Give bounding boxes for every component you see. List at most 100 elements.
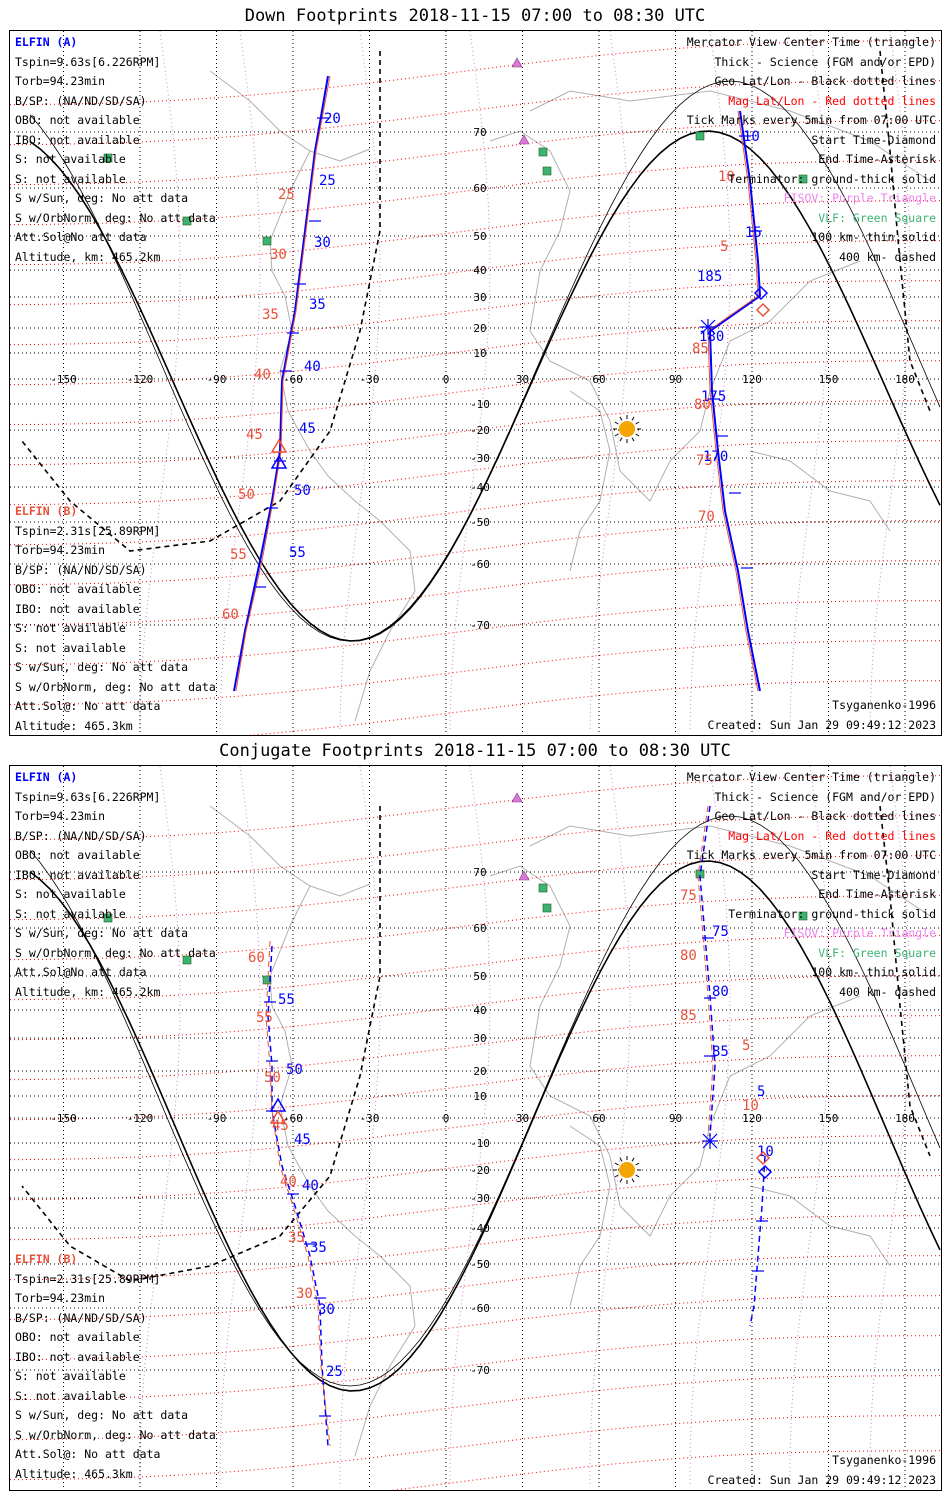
- lon-tick-label: 90: [669, 1112, 682, 1125]
- elfin-b-line: B/SP: (NA/ND/SD/SA): [15, 1310, 147, 1325]
- track-tick-label: 85: [680, 1008, 697, 1024]
- track-tick-label: 20: [324, 111, 341, 127]
- elfin-b-info: ELFIN (B) Tspin=2.31s[25.89RPM] Torb=94.…: [15, 502, 216, 735]
- lat-tick-label: 20: [473, 322, 486, 335]
- lon-tick-label: -150: [50, 1112, 77, 1125]
- lat-tick-label: 30: [473, 291, 486, 304]
- track-tick-label: 185: [697, 269, 722, 285]
- lat-tick-label: 60: [473, 182, 486, 195]
- elfin-a-line: S: not available: [15, 152, 126, 166]
- altitude-400km-curve: [21, 51, 381, 552]
- fisov-triangle-icon: [511, 792, 523, 803]
- mag-grid-line: [10, 360, 941, 426]
- coastline: [269, 885, 416, 1457]
- start-diamond-icon: [755, 302, 771, 318]
- track-tick-label: 60: [222, 607, 239, 623]
- elfin-a-line: S w/Sun, deg: No att data: [15, 926, 189, 940]
- lat-tick-label: 60: [473, 922, 486, 935]
- coastline-layer: [209, 70, 931, 722]
- elfin-a-line: Altitude, km: 465.2km: [15, 249, 161, 264]
- track-tick-label: 40: [304, 359, 321, 375]
- elfin-b-name: ELFIN (B): [15, 504, 78, 518]
- legend-item: Mag Lat/Lon - Red dotted lines: [728, 828, 936, 843]
- mag-grid-line: [10, 440, 941, 506]
- mag-meridian: [219, 766, 261, 1487]
- track-tick-label: 70: [698, 509, 715, 525]
- legend-item: Thick - Science (FGM and/or EPD): [714, 54, 936, 69]
- legend-item: Thick - Science (FGM and/or EPD): [714, 789, 936, 804]
- mag-meridian: [689, 766, 731, 1487]
- lon-tick-label: 30: [516, 1112, 529, 1125]
- track-tick-label: 180: [699, 329, 724, 345]
- legend-item: End Time-Asterisk: [818, 152, 936, 166]
- elfin-a-line: IBO: not available: [15, 132, 140, 147]
- track-tick-label: 10: [757, 1144, 774, 1160]
- vlf-square-icon: [542, 903, 552, 913]
- sun-ray: [614, 421, 619, 425]
- coastline: [209, 70, 371, 162]
- sun-ray: [614, 1174, 619, 1178]
- track-tick-label: 45: [272, 1118, 289, 1134]
- elfin-a-line: S: not available: [15, 906, 126, 921]
- track-tick-label: 55: [230, 547, 247, 563]
- coastline: [749, 450, 891, 532]
- legend-item: FISOV: Purple Triangle: [783, 191, 936, 205]
- mag-meridian: [449, 766, 491, 1487]
- legend-item: Geo Lat/Lon - Black dotted lines: [714, 74, 936, 88]
- vlf-square-icon: [695, 131, 705, 141]
- track-tick-label: 45: [294, 1132, 311, 1148]
- track-tick-label: 10: [718, 169, 735, 185]
- track-tick-label: 30: [318, 1302, 335, 1318]
- mag-meridian: [589, 766, 631, 1487]
- lon-tick-label: 150: [819, 373, 839, 386]
- lat-tick-label: 20: [473, 1065, 486, 1078]
- sun-ray: [614, 433, 619, 437]
- legend-item: Terminator: ground-thick solid: [728, 171, 936, 186]
- track-tick-label: 30: [270, 247, 287, 263]
- lat-tick-label: -70: [470, 619, 490, 632]
- elfin-b-west-track: [265, 940, 331, 1447]
- vlf-square-icon: [798, 174, 808, 184]
- lon-tick-label: -30: [360, 373, 380, 386]
- elfin-a-line: OBO: not available: [15, 113, 140, 127]
- elfin-a-line: Torb=94.23min: [15, 809, 106, 823]
- lon-tick-label: -60: [283, 373, 303, 386]
- legend-item: VLF: Green Square: [818, 945, 936, 960]
- map-legend: Mercator View Center Time (triangle) Thi…: [687, 768, 936, 1002]
- legend-item: Mercator View Center Time (triangle): [686, 35, 936, 49]
- vlf-square-icon: [538, 147, 548, 157]
- track-tick-label: 35: [262, 307, 279, 323]
- created-timestamp: Created: Sun Jan 29 09:49:12 2023: [707, 1472, 936, 1487]
- legend-item: 400 km- dashed: [839, 984, 936, 999]
- sun-ray: [631, 437, 635, 442]
- altitude-100km-curve: [29, 80, 941, 642]
- coastline: [569, 390, 611, 572]
- sun-ray: [619, 416, 623, 421]
- terminator-curve: [29, 860, 941, 1392]
- view-center-triangle-icon: [269, 1109, 287, 1124]
- view-center-triangle-icon: [270, 454, 288, 469]
- lon-tick-label: 180: [895, 373, 915, 386]
- model-name: Tsyganenko-1996: [832, 698, 936, 712]
- altitude-400km-curve: [879, 805, 931, 1157]
- map-legend: Mercator View Center Time (triangle) Thi…: [687, 33, 936, 267]
- lon-tick-label: 180: [895, 1112, 915, 1125]
- mag-meridian: [139, 766, 181, 1487]
- legend-item: End Time-Asterisk: [818, 887, 936, 901]
- fisov-triangle-icon: [518, 134, 530, 145]
- created-timestamp: Created: Sun Jan 29 09:49:12 2023: [707, 717, 936, 732]
- elfin-a-line: Altitude, km: 465.2km: [15, 984, 161, 999]
- lat-tick-label: -10: [470, 398, 490, 411]
- track-tick-label: 75: [680, 888, 697, 904]
- vlf-square-icon: [542, 166, 552, 176]
- lat-tick-label: -40: [470, 481, 490, 494]
- elfin-b-line: S: not available: [15, 1388, 126, 1403]
- sun-ray: [614, 1162, 619, 1166]
- track-tick-label: 45: [299, 421, 316, 437]
- coastline: [269, 150, 416, 722]
- start-diamond-icon: [757, 1164, 773, 1180]
- sun-ray: [631, 416, 635, 421]
- legend-item: Start Time-Diamond: [811, 132, 936, 147]
- elfin-b-line: OBO: not available: [15, 1330, 140, 1344]
- coastline: [489, 865, 861, 1237]
